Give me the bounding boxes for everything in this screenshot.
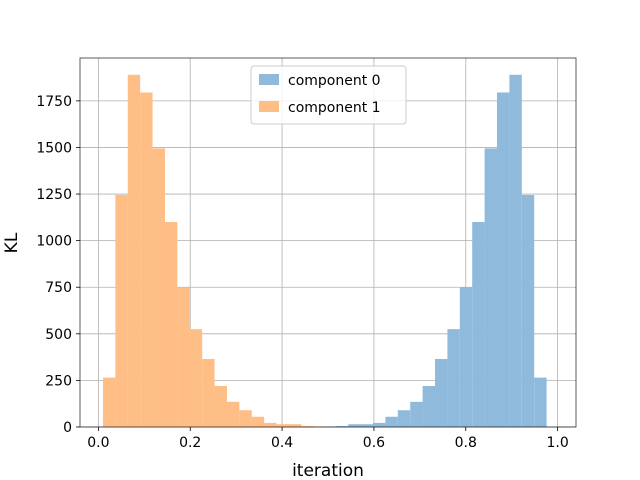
histogram-bar-component-0 [373, 422, 386, 427]
histogram-bar-component-1 [102, 377, 116, 427]
histogram-bar-component-0 [397, 410, 411, 427]
histogram-bar-component-1 [251, 416, 265, 427]
histogram-bar-component-0 [521, 194, 535, 427]
histogram-bar-component-0 [360, 424, 374, 427]
histogram-bar-component-1 [264, 422, 277, 427]
histogram-bar-component-1 [288, 424, 302, 427]
y-tick-label: 500 [45, 327, 72, 343]
histogram-bars [102, 74, 547, 428]
histogram-bar-component-1 [127, 74, 141, 427]
histogram-bar-component-0 [335, 426, 349, 427]
x-axis-ticks: 0.0 0.2 0.4 0.6 0.8 1.0 [87, 427, 569, 451]
histogram-bar-component-0 [472, 222, 485, 427]
y-tick-label: 250 [45, 373, 72, 389]
y-tick-label: 1000 [36, 234, 72, 250]
histogram-bar-component-0 [385, 416, 398, 427]
histogram-bar-component-1 [164, 222, 178, 427]
y-axis-ticks: 0 250 500 750 1000 1250 1500 1750 [36, 94, 80, 436]
histogram-bar-component-0 [459, 287, 473, 427]
histogram-bar-component-1 [202, 358, 215, 427]
histogram-bar-component-1 [276, 424, 289, 427]
histogram-bar-component-0 [447, 329, 460, 427]
legend-swatch-component-1 [259, 101, 279, 112]
histogram-bar-component-0 [534, 377, 547, 427]
legend-box [250, 65, 407, 125]
histogram-bar-component-0 [435, 358, 448, 427]
legend-label-component-1: component 1 [288, 100, 381, 116]
histogram-bar-component-1 [301, 426, 314, 427]
x-tick-label: 0.4 [271, 435, 293, 451]
histogram-bar-component-1 [152, 148, 165, 428]
histogram-bar-component-0 [497, 92, 510, 428]
y-tick-label: 1750 [36, 94, 72, 110]
histogram-bar-component-0 [484, 148, 498, 428]
histogram-bar-component-1 [189, 329, 203, 427]
histogram-bar-component-1 [239, 410, 252, 427]
y-axis-label: KL [2, 232, 22, 253]
histogram-bar-component-1 [214, 386, 227, 427]
x-tick-label: 1.0 [546, 435, 568, 451]
y-tick-label: 1250 [36, 187, 72, 203]
plot-frame [79, 57, 577, 428]
x-tick-label: 0.0 [87, 435, 109, 451]
x-tick-label: 0.8 [455, 435, 477, 451]
histogram-bar-component-1 [115, 194, 128, 427]
histogram-bar-component-1 [140, 92, 153, 428]
legend-swatch-component-0 [259, 74, 279, 85]
legend: component 0 component 1 [250, 65, 407, 125]
histogram-bar-component-0 [348, 424, 361, 427]
histogram-bar-component-1 [177, 287, 190, 427]
x-tick-label: 0.6 [363, 435, 385, 451]
x-tick-label: 0.2 [179, 435, 201, 451]
legend-label-component-0: component 0 [288, 73, 381, 89]
y-tick-label: 1500 [36, 140, 72, 156]
histogram-bar-component-0 [410, 401, 423, 427]
histogram-bar-component-0 [422, 386, 436, 427]
histogram-bar-component-0 [509, 74, 522, 427]
y-tick-label: 0 [63, 420, 72, 436]
x-axis-label: iteration [292, 461, 364, 480]
y-tick-label: 750 [45, 280, 72, 296]
histogram-bar-component-1 [226, 401, 240, 427]
